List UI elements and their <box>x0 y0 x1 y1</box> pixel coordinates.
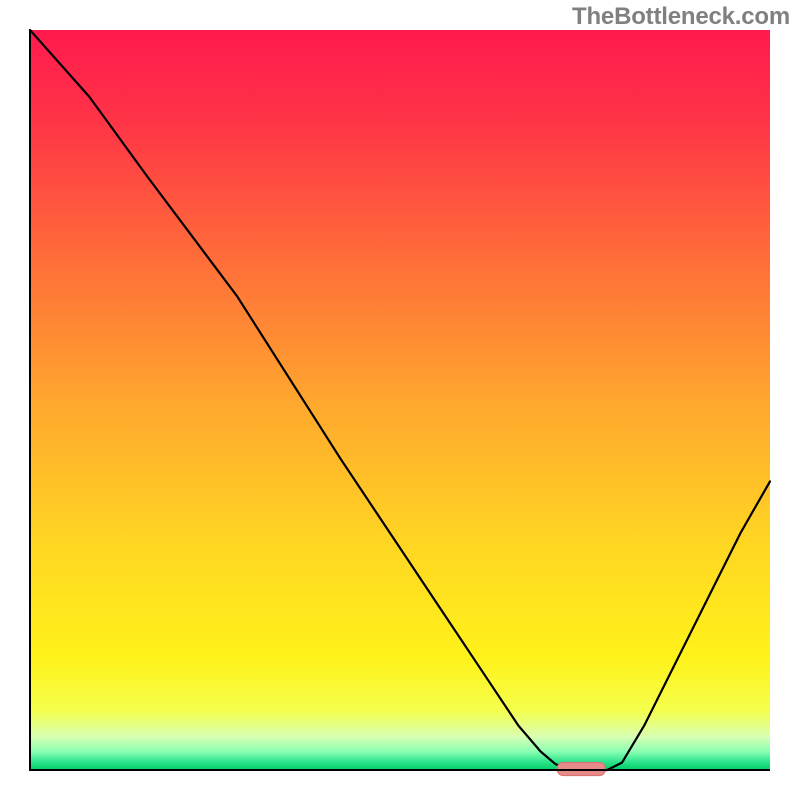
chart-container: TheBottleneck.com <box>0 0 800 800</box>
watermark-text: TheBottleneck.com <box>572 3 790 31</box>
bottleneck-chart <box>0 0 800 800</box>
heatmap-gradient <box>30 30 770 770</box>
